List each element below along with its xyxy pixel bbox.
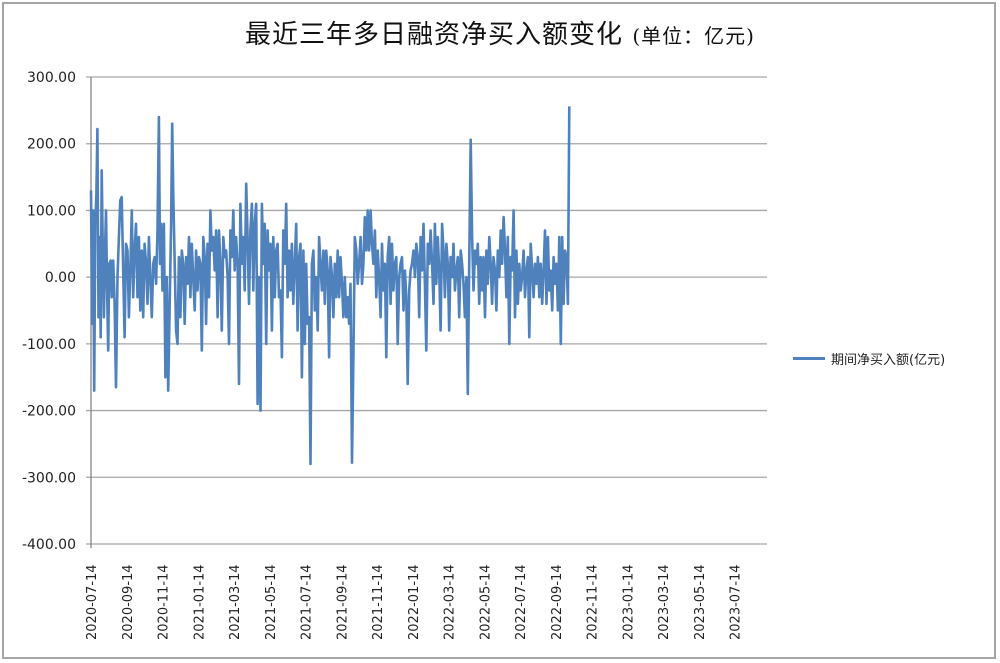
x-tick-label: 2021-09-14 (335, 564, 350, 640)
chart-title-unit: (单位：亿元) (632, 24, 755, 48)
x-tick-label: 2022-11-14 (586, 564, 601, 640)
x-tick-label: 2021-07-14 (300, 564, 315, 640)
x-tick-label: 2023-03-14 (657, 564, 672, 640)
legend-label: 期间净买入额(亿元) (831, 353, 946, 368)
y-tick-label: 100.00 (27, 203, 76, 219)
chart-title: 最近三年多日融资净买入额变化 (单位：亿元) (0, 14, 1000, 51)
y-tick-label: 300.00 (27, 70, 76, 86)
y-tick-label: -400.00 (22, 537, 76, 553)
y-tick-label: -300.00 (22, 470, 76, 486)
legend: 期间净买入额(亿元) (793, 349, 945, 368)
y-tick-label: 0.00 (45, 270, 76, 286)
x-tick-label: 2023-07-14 (729, 564, 744, 640)
chart-title-text: 最近三年多日融资净买入额变化 (245, 20, 624, 50)
x-tick-label: 2020-09-14 (121, 564, 136, 640)
x-tick-label: 2022-01-14 (407, 564, 422, 640)
x-tick-label: 2022-07-14 (514, 564, 529, 640)
x-tick-label: 2023-01-14 (621, 564, 636, 640)
y-tick-label: -100.00 (22, 337, 76, 353)
x-tick-label: 2021-11-14 (371, 564, 386, 640)
x-tick-label: 2021-01-14 (192, 564, 207, 640)
legend-swatch (793, 357, 825, 360)
x-tick-label: 2021-05-14 (264, 564, 279, 640)
x-tick-label: 2022-03-14 (443, 564, 458, 640)
series-line-net-buy (89, 106, 571, 466)
y-tick-label: -200.00 (22, 404, 76, 420)
x-tick-label: 2023-05-14 (693, 564, 708, 640)
x-tick-label: 2021-03-14 (228, 564, 243, 640)
x-tick-label: 2020-11-14 (157, 564, 172, 640)
x-axis-ticks: 2020-07-14 2020-09-14 2020-11-14 2021-01-14… (85, 564, 744, 640)
x-tick-label: 2022-05-14 (478, 564, 493, 640)
x-tick-label: 2020-07-14 (85, 564, 100, 640)
y-axis-ticks: 300.00 200.00 100.00 0.00 -100.00 -200.00 -300… (22, 70, 76, 553)
x-tick-label: 2022-09-14 (550, 564, 565, 640)
y-tick-label: 200.00 (27, 137, 76, 153)
